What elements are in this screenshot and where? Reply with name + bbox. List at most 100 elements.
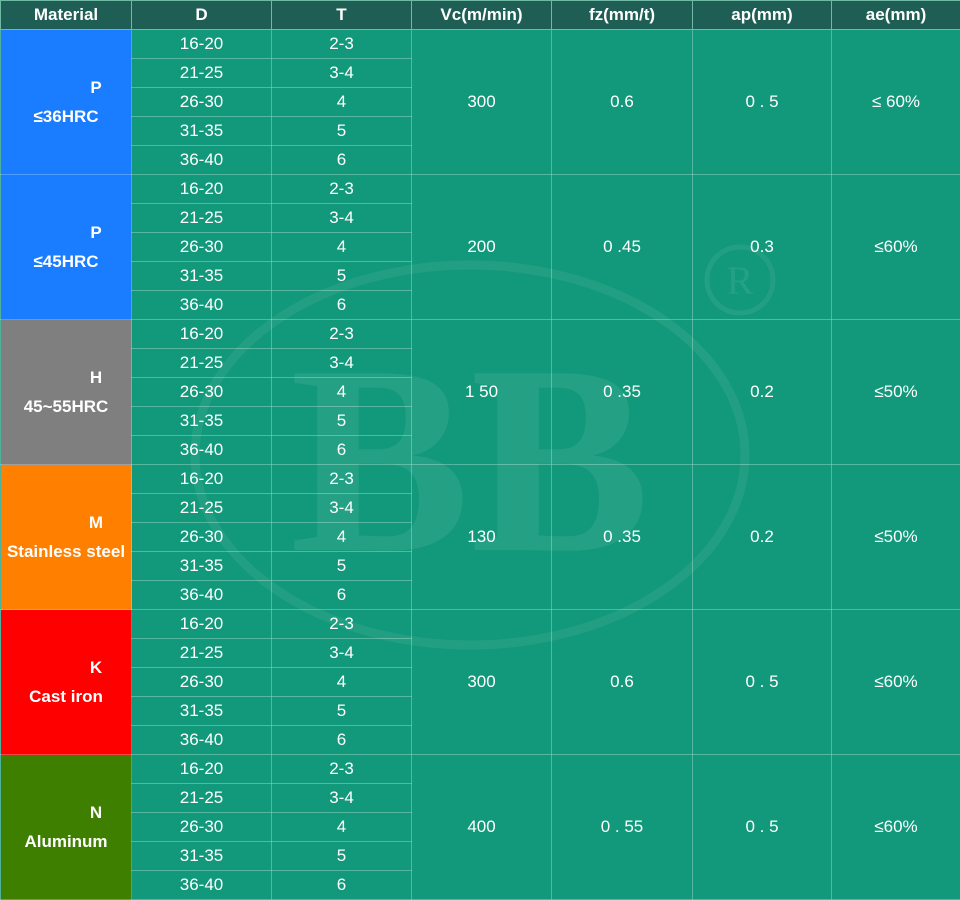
teeth-cell: 6 <box>271 725 412 755</box>
table-row: 36-40 6 <box>1 580 960 610</box>
teeth-cell: 5 <box>271 551 412 581</box>
header-diameter: D <box>131 0 272 30</box>
diameter-cell: 36-40 <box>131 870 272 900</box>
header-radial-depth: ae(mm) <box>831 0 960 30</box>
material-cell: H 45~55HRC <box>0 319 132 465</box>
material-cell: M Stainless steel <box>0 464 132 610</box>
header-axial-depth: ap(mm) <box>692 0 832 30</box>
cutting-speed-cell: 300 <box>411 29 552 175</box>
teeth-cell: 4 <box>271 377 412 407</box>
diameter-cell: 16-20 <box>131 174 272 204</box>
teeth-cell: 4 <box>271 667 412 697</box>
axial-depth-cell: 0.3 <box>692 174 832 320</box>
material-cell: N Aluminum <box>0 754 132 900</box>
teeth-cell: 3-4 <box>271 783 412 813</box>
diameter-cell: 21-25 <box>131 58 272 88</box>
feed-per-tooth-cell: 0.6 <box>551 609 693 755</box>
teeth-cell: 5 <box>271 116 412 146</box>
axial-depth-cell: 0.2 <box>692 319 832 465</box>
teeth-cell: 3-4 <box>271 638 412 668</box>
teeth-cell: 5 <box>271 261 412 291</box>
diameter-cell: 36-40 <box>131 725 272 755</box>
material-description: Cast iron <box>29 687 103 706</box>
diameter-cell: 31-35 <box>131 406 272 436</box>
material-description: ≤36HRC <box>33 107 99 126</box>
teeth-cell: 2-3 <box>271 754 412 784</box>
material-description: Stainless steel <box>6 542 126 561</box>
teeth-cell: 6 <box>271 145 412 175</box>
table-row: 21-25 3-4 <box>1 203 960 233</box>
teeth-cell: 4 <box>271 87 412 117</box>
table-row: 31-35 5 <box>1 406 960 436</box>
diameter-cell: 36-40 <box>131 580 272 610</box>
feed-per-tooth-cell: 0 .45 <box>551 174 693 320</box>
cutting-speed-cell: 400 <box>411 754 552 900</box>
diameter-cell: 36-40 <box>131 290 272 320</box>
table-row: 31-35 5 <box>1 261 960 291</box>
table-row: H 45~55HRC 16-20 2-3 1 50 0 .35 0.2 ≤50% <box>0 319 960 465</box>
table-row: 36-40 6 <box>1 435 960 465</box>
diameter-cell: 26-30 <box>131 87 272 117</box>
diameter-cell: 26-30 <box>131 667 272 697</box>
teeth-cell: 4 <box>271 232 412 262</box>
material-code: P <box>90 223 102 242</box>
header-material: Material <box>0 0 132 30</box>
axial-depth-cell: 0 . 5 <box>692 609 832 755</box>
teeth-cell: 3-4 <box>271 58 412 88</box>
teeth-cell: 3-4 <box>271 348 412 378</box>
header-feed-per-tooth: fz(mm/t) <box>551 0 693 30</box>
radial-depth-cell: ≤50% <box>831 464 960 610</box>
table-row: 21-25 3-4 <box>1 58 960 88</box>
radial-depth-cell: ≤50% <box>831 319 960 465</box>
axial-depth-cell: 0.2 <box>692 464 832 610</box>
material-cell: K Cast iron <box>0 609 132 755</box>
diameter-cell: 36-40 <box>131 435 272 465</box>
header-row: Material D T Vc(m/min) fz(mm/t) ap(mm) a… <box>0 0 960 30</box>
header-cutting-speed: Vc(m/min) <box>411 0 552 30</box>
cutting-speed-cell: 1 50 <box>411 319 552 465</box>
diameter-cell: 26-30 <box>131 522 272 552</box>
diameter-cell: 16-20 <box>131 319 272 349</box>
material-description: 45~55HRC <box>23 397 109 416</box>
table-body: P ≤36HRC 16-20 2-3 300 0.6 0 . 5 ≤ 60% 21-25 3-4 2… <box>0 29 960 900</box>
feed-per-tooth-cell: 0 .35 <box>551 464 693 610</box>
teeth-cell: 2-3 <box>271 609 412 639</box>
axial-depth-cell: 0 . 5 <box>692 754 832 900</box>
diameter-cell: 21-25 <box>131 638 272 668</box>
diameter-cell: 36-40 <box>131 145 272 175</box>
table-row: 36-40 6 <box>1 145 960 175</box>
radial-depth-cell: ≤60% <box>831 609 960 755</box>
teeth-cell: 2-3 <box>271 29 412 59</box>
table-row: 36-40 6 <box>1 725 960 755</box>
diameter-cell: 16-20 <box>131 464 272 494</box>
table-row: 21-25 3-4 <box>1 348 960 378</box>
table-row: 26-30 4 <box>1 667 960 697</box>
radial-depth-cell: ≤60% <box>831 174 960 320</box>
table-row: 31-35 5 <box>1 551 960 581</box>
material-code: K <box>89 658 103 677</box>
diameter-cell: 26-30 <box>131 232 272 262</box>
material-code: H <box>89 368 103 387</box>
teeth-cell: 2-3 <box>271 319 412 349</box>
diameter-cell: 31-35 <box>131 696 272 726</box>
table-row: M Stainless steel 16-20 2-3 130 0 .35 0.2 ≤50% <box>0 464 960 610</box>
cutting-speed-cell: 130 <box>411 464 552 610</box>
diameter-cell: 26-30 <box>131 812 272 842</box>
teeth-cell: 6 <box>271 290 412 320</box>
diameter-cell: 21-25 <box>131 348 272 378</box>
table-row: 21-25 3-4 <box>1 638 960 668</box>
teeth-cell: 3-4 <box>271 493 412 523</box>
teeth-cell: 6 <box>271 580 412 610</box>
teeth-cell: 2-3 <box>271 174 412 204</box>
teeth-cell: 4 <box>271 522 412 552</box>
diameter-cell: 16-20 <box>131 29 272 59</box>
table-row: 36-40 6 <box>1 870 960 900</box>
teeth-cell: 5 <box>271 696 412 726</box>
material-description: Aluminum <box>24 832 108 851</box>
table-row: N Aluminum 16-20 2-3 400 0 . 55 0 . 5 ≤60% <box>0 754 960 900</box>
teeth-cell: 5 <box>271 406 412 436</box>
teeth-cell: 2-3 <box>271 464 412 494</box>
diameter-cell: 21-25 <box>131 203 272 233</box>
diameter-cell: 31-35 <box>131 551 272 581</box>
